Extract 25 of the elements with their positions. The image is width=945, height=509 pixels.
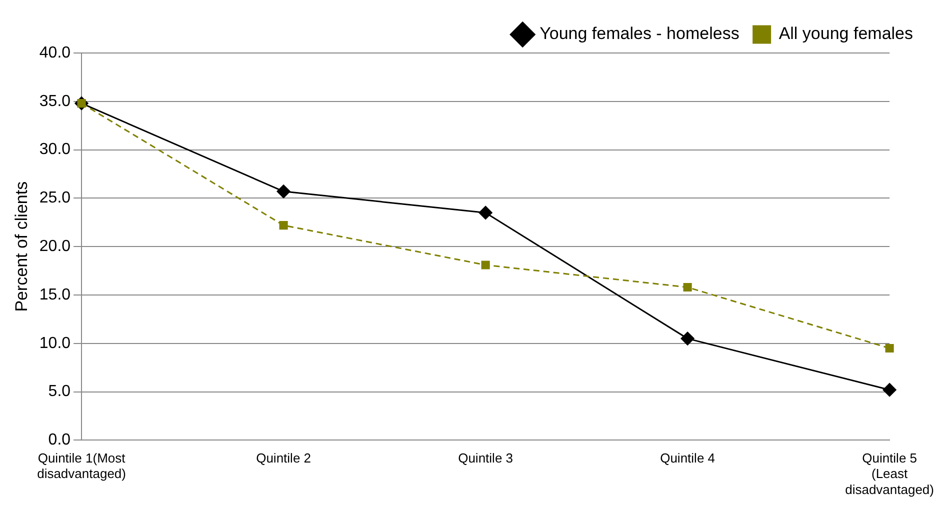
x-tick-label: Quintile 5 (Least disadvantaged)	[845, 450, 934, 497]
y-axis-title: Percent of clients	[12, 181, 31, 312]
y-tick-label: 40.0	[39, 44, 71, 62]
y-tick-label: 35.0	[39, 92, 71, 110]
point	[683, 282, 692, 292]
y-tick-label: 15.0	[39, 286, 71, 304]
point	[882, 383, 896, 397]
y-tick-label: 5.0	[48, 383, 71, 400]
point	[279, 221, 288, 230]
point	[885, 344, 894, 353]
point	[276, 184, 290, 198]
x-tick-label: Quintile 2	[256, 450, 312, 466]
x-tick-label: Quintile 3	[458, 450, 514, 466]
y-tick-label: 30.0	[39, 141, 71, 158]
legend-label: All young females	[778, 24, 914, 44]
y-tick-label: 20.0	[39, 238, 71, 256]
y-tick-label: 25.0	[39, 190, 71, 207]
legend-label: Young females - homeless	[540, 24, 740, 44]
x-tick-label: Quintile 1(Most disadvantaged)	[37, 450, 126, 482]
y-tick-label: 10.0	[39, 334, 71, 352]
y-tick-label: 0.0	[48, 432, 71, 449]
point	[680, 332, 694, 346]
point	[481, 260, 490, 270]
point	[478, 206, 492, 220]
x-tick-label: Quintile 4	[660, 450, 716, 466]
